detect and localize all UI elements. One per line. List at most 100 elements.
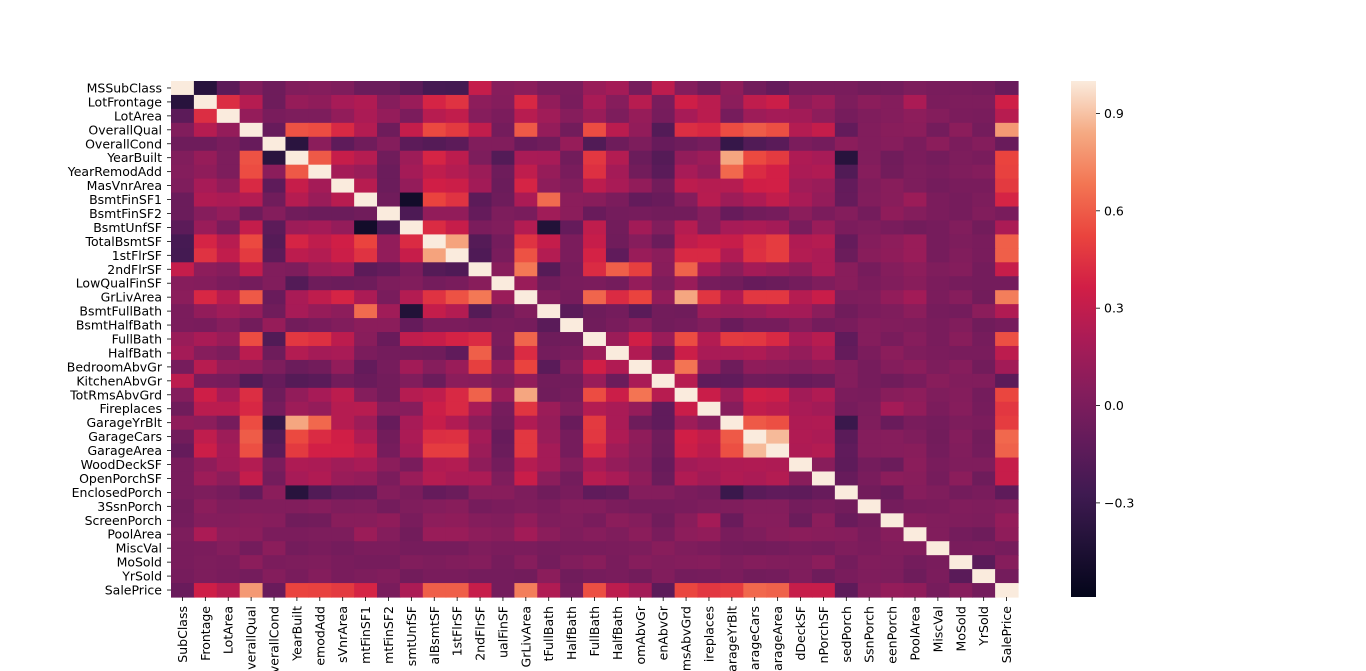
heatmap-cell [331, 81, 355, 96]
heatmap-cell [514, 94, 538, 110]
heatmap-cell [605, 471, 630, 487]
x-tick-label: 1stFlrSF [450, 606, 465, 656]
x-tick-label: alBsmtSF [427, 606, 442, 664]
heatmap-cell [605, 108, 630, 124]
x-tick-label: dDeckSF [793, 606, 808, 661]
heatmap-cell [995, 485, 1019, 500]
heatmap-cell [537, 206, 561, 222]
heatmap-cell [377, 485, 401, 500]
heatmap-cell [697, 471, 721, 487]
heatmap-cell [537, 555, 561, 570]
heatmap-cell [720, 234, 744, 249]
heatmap-cell [789, 401, 813, 417]
heatmap-cell [834, 81, 859, 96]
heatmap-cell [331, 220, 355, 236]
heatmap-cell [789, 541, 813, 556]
y-tick-label: ScreenPorch [85, 513, 162, 528]
heatmap-cell [560, 485, 584, 500]
heatmap-cell [972, 108, 996, 124]
heatmap-cell [880, 94, 905, 110]
heatmap-cell [857, 81, 882, 96]
heatmap-cell [789, 262, 813, 277]
heatmap-cell [193, 527, 218, 542]
heatmap-cell [766, 234, 790, 249]
heatmap-cell [766, 332, 790, 347]
heatmap-cell [834, 401, 859, 417]
heatmap-cell [605, 178, 630, 194]
heatmap-cell [331, 276, 355, 291]
heatmap-cell [697, 401, 721, 417]
heatmap-cell [674, 164, 699, 180]
heatmap-cell [537, 345, 561, 361]
heatmap-cell [445, 373, 470, 389]
heatmap-cell [743, 318, 767, 333]
heatmap-cell [972, 94, 996, 110]
heatmap-cell [628, 499, 653, 514]
heatmap-cell [583, 164, 607, 180]
heatmap-cell [743, 108, 767, 124]
x-tick-label: msAbvGrd [679, 606, 694, 671]
x-tick-label: sVnrArea [335, 606, 350, 663]
heatmap-cell [468, 457, 493, 473]
heatmap-cell [216, 178, 241, 194]
heatmap-cell [560, 304, 584, 319]
heatmap-cell [720, 527, 744, 542]
heatmap-cell [903, 457, 928, 473]
y-tick-label: YrSold [121, 569, 162, 584]
heatmap-cell [262, 485, 287, 500]
heatmap-cell [697, 345, 721, 361]
heatmap-cell [422, 415, 447, 431]
heatmap-cell [422, 583, 447, 598]
heatmap-cell [766, 359, 790, 375]
heatmap-cell [903, 94, 928, 110]
heatmap-cell [262, 192, 287, 208]
heatmap-cell [193, 569, 218, 584]
heatmap-cell [949, 234, 973, 249]
heatmap-cell [308, 206, 332, 222]
heatmap-cell [651, 513, 676, 528]
heatmap-cell [949, 178, 973, 194]
heatmap-cell [697, 164, 721, 180]
heatmap-cell [193, 248, 218, 263]
heatmap-cell [468, 206, 493, 222]
heatmap-cell [697, 248, 721, 263]
heatmap-cell [628, 290, 653, 305]
heatmap-cell [514, 192, 538, 208]
heatmap-cell [583, 513, 607, 528]
heatmap-cell [377, 471, 401, 487]
heatmap-cell [491, 332, 515, 347]
heatmap-cell [628, 457, 653, 473]
heatmap-cell [628, 345, 653, 361]
heatmap-cell [743, 164, 767, 180]
heatmap-cell [880, 81, 905, 96]
heatmap-cell [583, 332, 607, 347]
heatmap-cell [285, 555, 309, 570]
heatmap-cell [583, 248, 607, 263]
heatmap-cell [399, 164, 424, 180]
heatmap-cell [834, 94, 859, 110]
heatmap-cell [697, 527, 721, 542]
heatmap-cell [560, 136, 584, 152]
heatmap-cell [880, 359, 905, 375]
heatmap-cell [239, 262, 264, 277]
heatmap-cell [422, 136, 447, 152]
x-tick-label: YearBuilt [289, 606, 304, 662]
heatmap-cell [331, 457, 355, 473]
heatmap-cell [377, 136, 401, 152]
colorbar-tick-label: 0.0 [1104, 398, 1124, 413]
heatmap-cell [995, 443, 1019, 459]
heatmap-cell [216, 332, 241, 347]
heatmap-cell [789, 429, 813, 445]
y-tick-label: PoolArea [107, 527, 162, 542]
heatmap-cell [605, 373, 630, 389]
x-tick-label: sedPorch [839, 606, 854, 663]
heatmap-cell [193, 345, 218, 361]
heatmap-cell [308, 387, 332, 403]
heatmap-cell [239, 94, 264, 110]
heatmap-cell [880, 136, 905, 152]
heatmap-cell [537, 443, 561, 459]
heatmap-cell [560, 81, 584, 96]
heatmap-cell [811, 290, 836, 305]
heatmap-cell [193, 122, 218, 138]
heatmap-cell [949, 583, 973, 598]
